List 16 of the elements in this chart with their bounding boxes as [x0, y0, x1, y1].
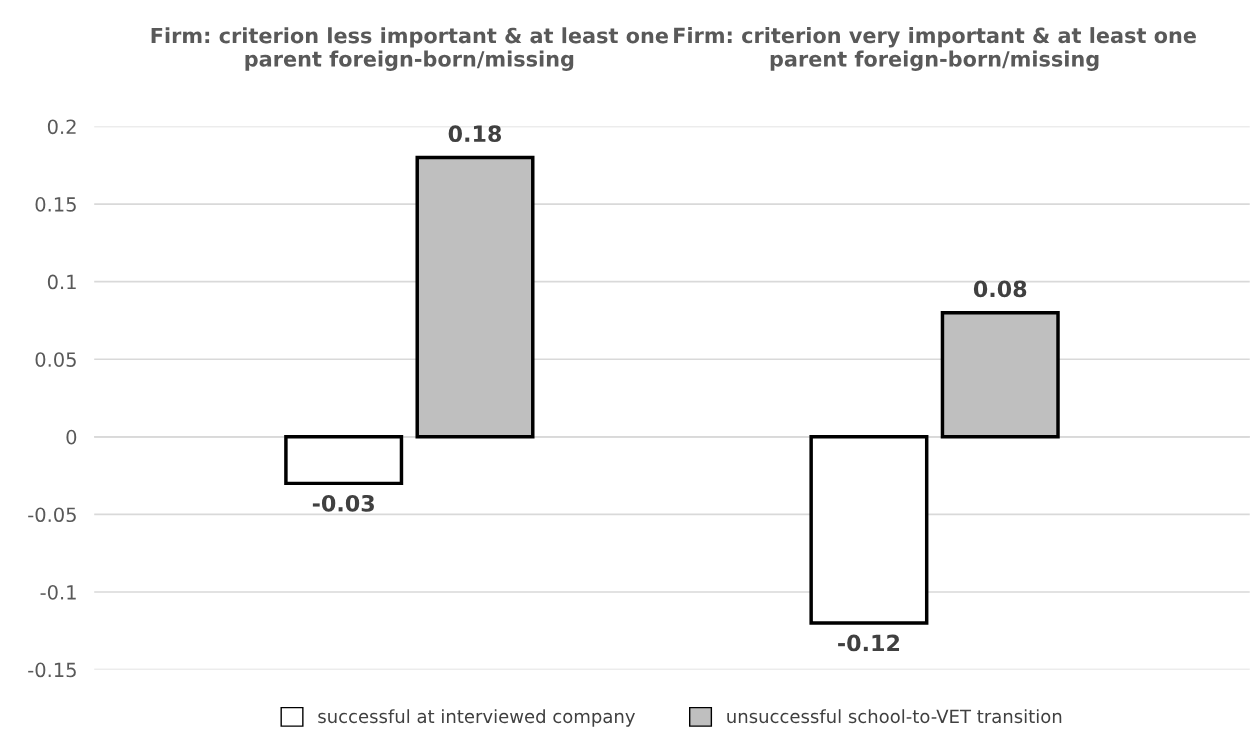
y-tick-label: 0 — [66, 429, 77, 445]
data-label: 0.08 — [973, 280, 1027, 298]
data-label: -0.12 — [838, 634, 900, 652]
x-tick-label: Firm: criterion less important & at least one parent foreign-born/missing — [151, 27, 668, 71]
y-tick-label: -0.15 — [28, 662, 76, 678]
legend-label: successful at interviewed company — [318, 709, 635, 727]
y-tick-label: 0.15 — [35, 197, 76, 212]
y-tick-label: 0.05 — [35, 352, 76, 367]
y-tick-label: -0.1 — [40, 584, 76, 600]
data-label: 0.18 — [448, 125, 502, 143]
y-tick-label: -0.05 — [28, 507, 76, 523]
legend-label: unsuccessful school-to-VET transition — [727, 709, 1062, 724]
data-label: -0.03 — [312, 494, 374, 512]
x-tick-label: Firm: criterion very important & at least one parent foreign-born/missing — [674, 27, 1196, 71]
y-tick-label: 0.2 — [47, 119, 76, 135]
y-tick-label: 0.1 — [47, 274, 76, 290]
